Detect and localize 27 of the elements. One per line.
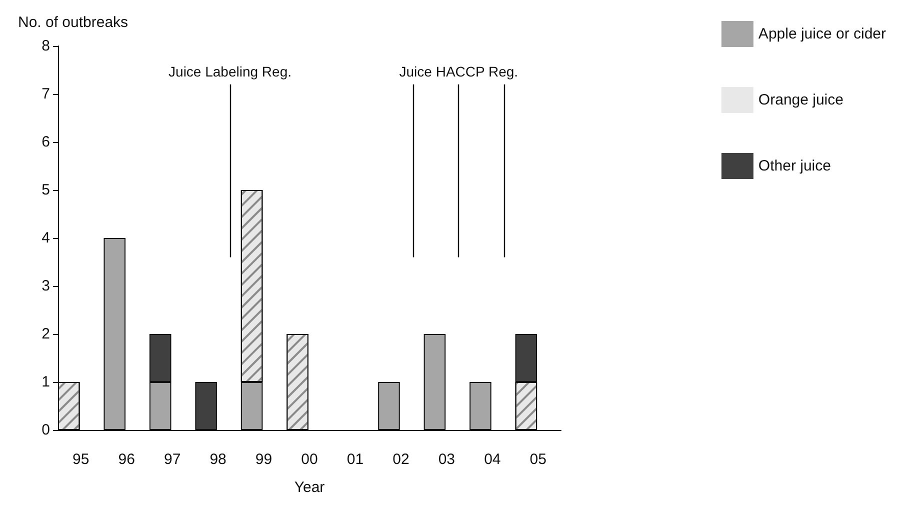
legend-label: Other juice [758, 158, 831, 174]
x-tick-label: 03 [438, 451, 456, 468]
x-tick-label: 01 [346, 451, 364, 468]
x-tick-label: 00 [301, 451, 318, 468]
x-tick-label: 04 [484, 451, 501, 468]
y-tick-label: 8 [42, 38, 50, 54]
y-tick-label: 1 [42, 374, 50, 390]
y-tick-label: 4 [42, 230, 50, 246]
x-tick-label: 99 [255, 451, 272, 468]
x-tick-label: 95 [72, 451, 90, 468]
y-tick-label: 7 [42, 86, 50, 102]
ref-line-label: Juice Labeling Reg. [168, 63, 292, 80]
y-tick-label: 2 [42, 326, 50, 342]
x-tick-label: 02 [392, 451, 410, 468]
y-tick-label: 5 [42, 182, 50, 198]
x-tick-label: 97 [164, 451, 181, 468]
x-tick-label: 05 [530, 451, 546, 468]
y-tick-label: 6 [42, 134, 50, 150]
x-tick-label: 98 [210, 451, 226, 468]
x-tick-label: 96 [118, 451, 135, 468]
y-axis-title: No. of outbreaks [18, 14, 128, 31]
ref-line-label: Juice HACCP Reg. [399, 63, 518, 80]
y-tick-label: 3 [42, 278, 50, 294]
y-tick-label: 0 [42, 422, 50, 438]
legend-label: Orange juice [758, 92, 844, 108]
legend-label: Apple juice or cider [758, 26, 886, 42]
x-axis-title: Year [294, 479, 325, 496]
